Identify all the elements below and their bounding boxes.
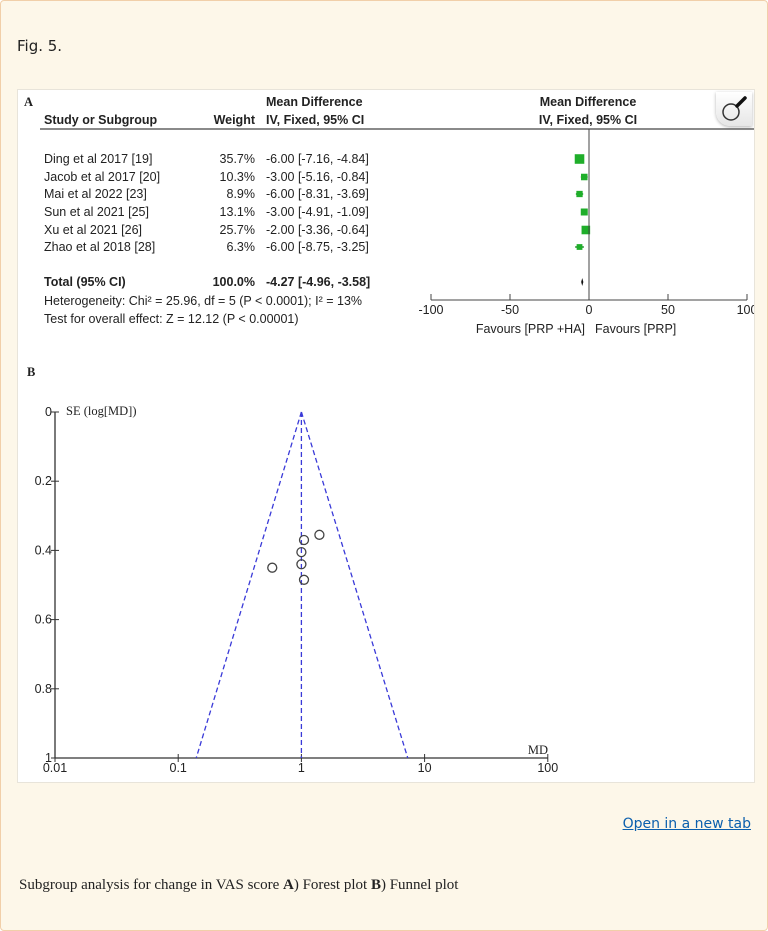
x-tick-label: 50 (661, 303, 675, 317)
study-ci: -6.00 [-7.16, -4.84] (266, 152, 369, 166)
x-tick-label: 0 (586, 303, 593, 317)
caption-prefix: Subgroup analysis for change in VAS scor… (19, 877, 283, 893)
funnel-point (296, 559, 307, 570)
overall-effect-text: Test for overall effect: Z = 12.12 (P < … (44, 312, 299, 326)
x-tick-label: 0.1 (170, 761, 187, 775)
study-weight: 10.3% (220, 170, 255, 184)
y-tick-label: 0.8 (35, 682, 52, 696)
figure-caption: Subgroup analysis for change in VAS scor… (19, 877, 458, 894)
funnel-point (298, 534, 310, 546)
study-ci: -2.00 [-3.36, -0.64] (266, 223, 369, 237)
study-weight: 6.3% (227, 240, 256, 254)
zoom-button[interactable] (716, 92, 752, 126)
x-tick-label: 0.01 (43, 761, 67, 775)
study-ci: -3.00 [-5.16, -0.84] (266, 170, 369, 184)
funnel-point (267, 562, 278, 573)
study-name: Zhao et al 2018 [28] (44, 240, 155, 254)
caption-a: A (283, 877, 294, 893)
y-axis-label: SE (log[MD]) (66, 404, 136, 418)
funnel-right-line (300, 411, 409, 759)
figure-label: Fig. 5. (17, 37, 63, 55)
caption-a-text: ) Forest plot (293, 877, 371, 893)
figure-image: A Mean Difference IV, Fixed, 95% CI Study o… (17, 89, 755, 783)
study-weight: 25.7% (220, 223, 255, 237)
md-header-2: IV, Fixed, 95% CI (266, 113, 364, 127)
total-weight: 100.0% (213, 275, 255, 289)
study-marker (580, 173, 588, 181)
y-tick-label: 0.6 (35, 613, 52, 627)
caption-b: B (370, 877, 381, 893)
study-weight: 8.9% (227, 187, 256, 201)
x-tick-label: 100 (737, 303, 754, 317)
study-weight: 35.7% (220, 152, 255, 166)
panel-label-b: B (27, 365, 35, 379)
total-diamond (581, 278, 584, 286)
x-tick-label: 1 (298, 761, 305, 775)
favours-left-label: Favours [PRP +HA] (476, 322, 585, 336)
y-tick-label: 0 (45, 405, 52, 419)
study-name: Xu et al 2021 [26] (44, 223, 142, 237)
study-marker (581, 225, 591, 235)
figure-svg: A Mean Difference IV, Fixed, 95% CI Study o… (24, 95, 754, 775)
funnel-point (314, 529, 325, 540)
y-tick-label: 0.2 (35, 474, 52, 488)
study-marker (576, 190, 583, 198)
plot-header-1: Mean Difference (540, 95, 637, 109)
funnel-left-line (195, 411, 303, 759)
x-tick-label: 100 (537, 761, 558, 775)
study-ci: -3.00 [-4.91, -1.09] (266, 205, 369, 219)
favours-right-label: Favours [PRP] (595, 322, 676, 336)
x-tick-label: -50 (501, 303, 519, 317)
x-tick-label: 10 (418, 761, 432, 775)
caption-b-text: ) Funnel plot (380, 877, 459, 893)
study-name: Ding et al 2017 [19] (44, 152, 152, 166)
x-tick-label: -100 (418, 303, 443, 317)
plot-header-2: IV, Fixed, 95% CI (539, 113, 637, 127)
open-in-new-tab-link[interactable]: Open in a new tab (622, 816, 751, 832)
study-ci: -6.00 [-8.31, -3.69] (266, 187, 369, 201)
study-header: Study or Subgroup (44, 113, 158, 127)
magnifier-icon (722, 96, 747, 121)
y-tick-label: 0.4 (35, 543, 52, 557)
y-tick-label: 1 (45, 751, 52, 765)
study-name: Mai et al 2022 [23] (44, 187, 147, 201)
heterogeneity-text: Heterogeneity: Chi² = 25.96, df = 5 (P <… (44, 294, 362, 308)
weight-header: Weight (214, 113, 256, 127)
study-ci: -6.00 [-8.75, -3.25] (266, 240, 369, 254)
total-label: Total (95% CI) (44, 275, 126, 289)
study-marker (576, 244, 583, 250)
funnel-point (296, 546, 307, 558)
funnel-point (298, 574, 310, 585)
study-name: Sun et al 2021 [25] (44, 205, 149, 219)
md-header-1: Mean Difference (266, 95, 363, 109)
panel-label-a: A (24, 95, 33, 109)
study-weight: 13.1% (220, 205, 255, 219)
total-ci: -4.27 [-4.96, -3.58] (266, 275, 370, 289)
x-axis-label: MD (528, 743, 548, 757)
study-marker (574, 154, 585, 164)
study-name: Jacob et al 2017 [20] (44, 170, 160, 184)
study-marker (580, 208, 588, 216)
